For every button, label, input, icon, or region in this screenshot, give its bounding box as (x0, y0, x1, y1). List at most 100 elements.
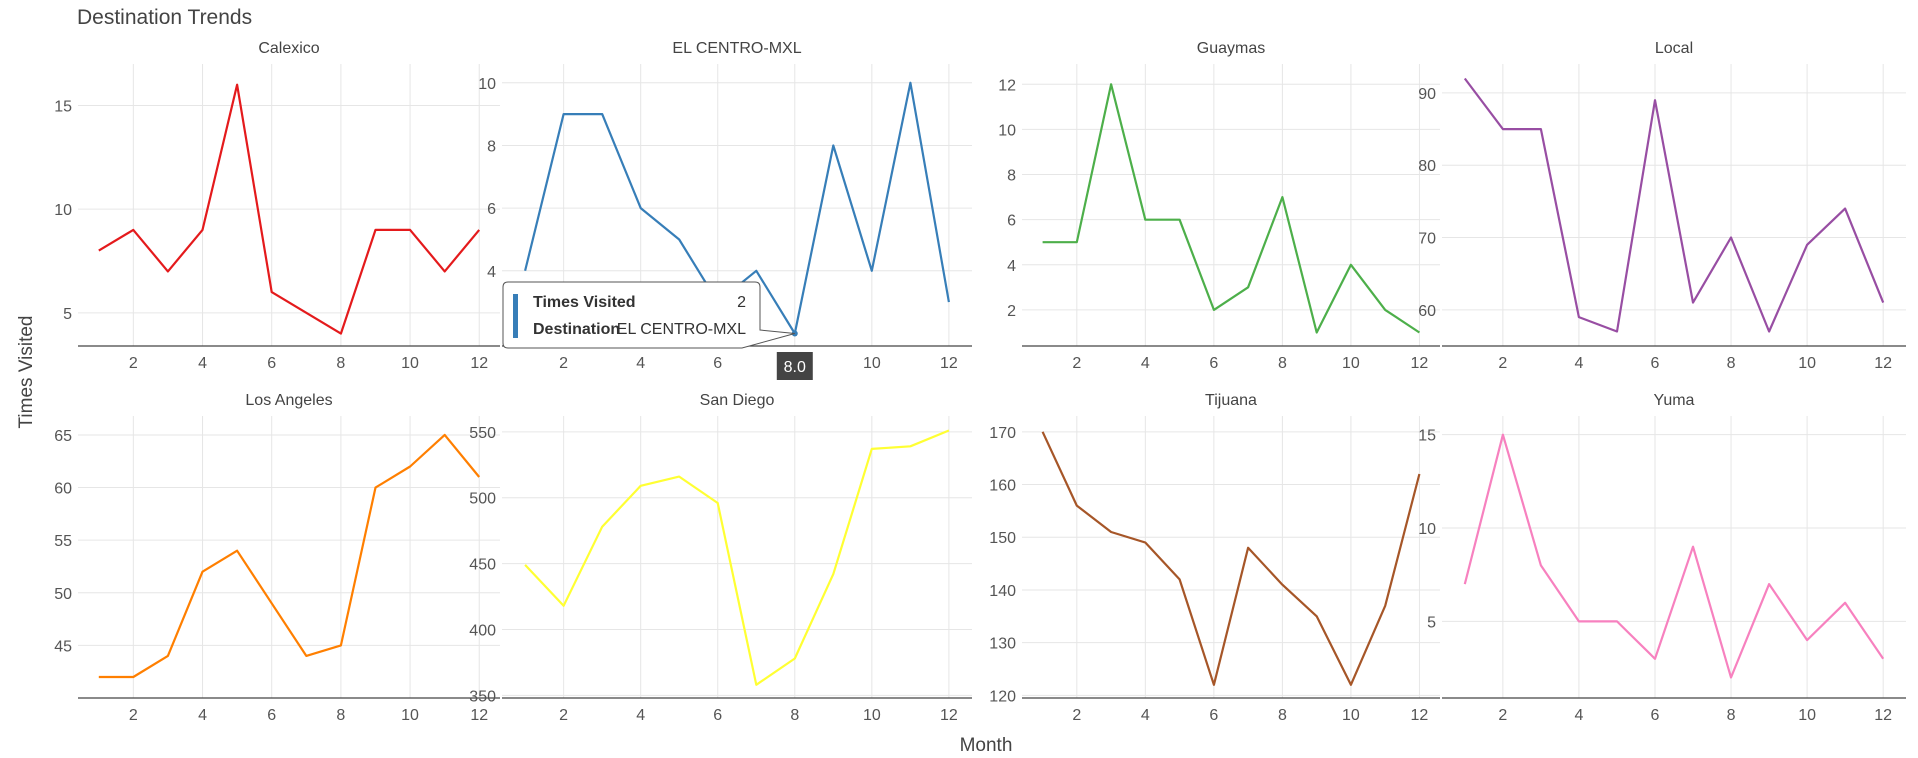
series-line-san-diego[interactable] (524, 429, 950, 686)
data-point[interactable] (675, 235, 683, 243)
data-point[interactable] (1210, 306, 1218, 314)
data-point[interactable] (268, 288, 276, 296)
data-point[interactable] (199, 568, 207, 576)
data-point[interactable] (1803, 241, 1811, 249)
data-point[interactable] (1803, 636, 1811, 644)
data-point[interactable] (302, 309, 310, 317)
data-point[interactable] (1210, 681, 1218, 689)
data-point[interactable] (199, 226, 207, 234)
data-point[interactable] (129, 226, 137, 234)
data-point[interactable] (164, 652, 172, 660)
data-point[interactable] (95, 247, 103, 255)
data-point[interactable] (906, 442, 914, 450)
data-point[interactable] (164, 267, 172, 275)
data-point[interactable] (868, 445, 876, 453)
data-point[interactable] (521, 267, 529, 275)
data-point[interactable] (1575, 313, 1583, 321)
data-point[interactable] (1841, 205, 1849, 213)
data-point[interactable] (371, 484, 379, 492)
data-point[interactable] (791, 654, 799, 662)
data-point[interactable] (598, 523, 606, 531)
data-point[interactable] (233, 81, 241, 89)
data-point[interactable] (1278, 581, 1286, 589)
data-point[interactable] (1244, 283, 1252, 291)
data-point[interactable] (1499, 431, 1507, 439)
data-point[interactable] (1415, 328, 1423, 336)
data-point[interactable] (829, 570, 837, 578)
data-point[interactable] (1244, 544, 1252, 552)
data-point[interactable] (868, 267, 876, 275)
data-point[interactable] (1841, 599, 1849, 607)
data-point[interactable] (1765, 328, 1773, 336)
data-point[interactable] (129, 673, 137, 681)
data-point[interactable] (1347, 261, 1355, 269)
series-line-tijuana[interactable] (1041, 431, 1421, 686)
data-point[interactable] (1879, 299, 1887, 307)
data-point[interactable] (302, 652, 310, 660)
data-point[interactable] (1727, 234, 1735, 242)
data-point[interactable] (1651, 96, 1659, 104)
data-point[interactable] (337, 641, 345, 649)
data-point[interactable] (371, 226, 379, 234)
data-point[interactable] (95, 673, 103, 681)
data-point[interactable] (1461, 74, 1469, 82)
data-point[interactable] (637, 204, 645, 212)
data-point[interactable] (1689, 299, 1697, 307)
data-point[interactable] (1381, 306, 1389, 314)
data-point[interactable] (1176, 216, 1184, 224)
data-point[interactable] (1347, 681, 1355, 689)
data-point[interactable] (1727, 673, 1735, 681)
data-point[interactable] (637, 482, 645, 490)
data-point[interactable] (560, 110, 568, 118)
data-point[interactable] (1039, 428, 1047, 436)
data-point[interactable] (1278, 193, 1286, 201)
data-point[interactable] (475, 226, 483, 234)
data-point[interactable] (1039, 238, 1047, 246)
data-point[interactable] (1073, 238, 1081, 246)
data-point[interactable] (1073, 502, 1081, 510)
data-point[interactable] (1381, 602, 1389, 610)
series-line-los-angeles[interactable] (98, 433, 481, 679)
data-point[interactable] (945, 426, 953, 434)
data-point[interactable] (441, 267, 449, 275)
data-point[interactable] (1313, 612, 1321, 620)
data-point[interactable] (1141, 216, 1149, 224)
data-point[interactable] (441, 431, 449, 439)
series-line-guaymas[interactable] (1042, 83, 1421, 334)
data-point[interactable] (1879, 655, 1887, 663)
data-point[interactable] (945, 298, 953, 306)
data-point[interactable] (1575, 617, 1583, 625)
data-point[interactable] (1537, 561, 1545, 569)
data-point[interactable] (1689, 543, 1697, 551)
data-point[interactable] (1461, 580, 1469, 588)
data-point[interactable] (1313, 328, 1321, 336)
data-point[interactable] (752, 267, 760, 275)
data-point[interactable] (1765, 580, 1773, 588)
series-line-yuma[interactable] (1463, 433, 1885, 679)
data-point[interactable] (752, 681, 760, 689)
data-point[interactable] (233, 547, 241, 555)
series-line-calexico[interactable] (98, 83, 481, 335)
data-point[interactable] (560, 602, 568, 610)
data-point[interactable] (1415, 470, 1423, 478)
data-point[interactable] (1537, 125, 1545, 133)
data-point[interactable] (1499, 125, 1507, 133)
data-point[interactable] (906, 79, 914, 87)
series-line-local[interactable] (1463, 77, 1885, 333)
data-point[interactable] (475, 473, 483, 481)
data-point[interactable] (406, 463, 414, 471)
data-point[interactable] (406, 226, 414, 234)
data-point[interactable] (1613, 328, 1621, 336)
data-point[interactable] (829, 141, 837, 149)
data-point[interactable] (714, 499, 722, 507)
data-point[interactable] (1107, 528, 1115, 536)
data-point[interactable] (521, 561, 529, 569)
data-point[interactable] (1176, 575, 1184, 583)
data-point[interactable] (1141, 539, 1149, 547)
data-point[interactable] (337, 330, 345, 338)
data-point[interactable] (598, 110, 606, 118)
data-point[interactable] (1107, 80, 1115, 88)
data-point[interactable] (268, 599, 276, 607)
data-point[interactable] (1651, 655, 1659, 663)
data-point[interactable] (675, 473, 683, 481)
